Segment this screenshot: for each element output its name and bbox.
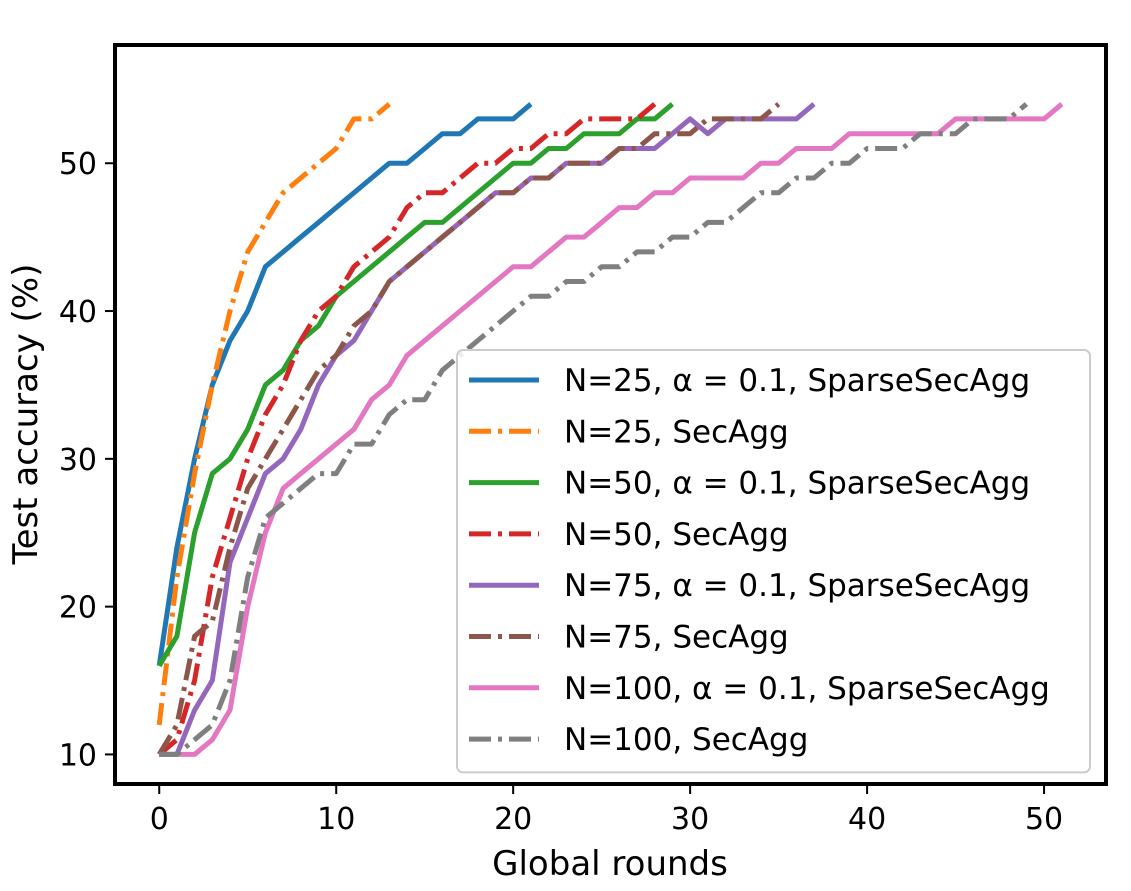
x-tick-label: 20 bbox=[494, 802, 532, 837]
x-tick-label: 0 bbox=[150, 802, 169, 837]
legend: N=25, α = 0.1, SparseSecAgg N=25, SecAgg N… bbox=[456, 349, 1091, 774]
x-tick-label: 40 bbox=[848, 802, 886, 837]
legend-entry-4: N=50, SecAgg bbox=[564, 517, 789, 553]
legend-entry-6: N=75, SecAgg bbox=[564, 620, 789, 656]
y-tick-label: 30 bbox=[59, 443, 97, 478]
x-axis-ticks: 0 10 20 30 40 50 bbox=[150, 784, 1063, 837]
x-axis-label: Global rounds bbox=[492, 844, 728, 884]
plot-frame bbox=[113, 43, 1108, 786]
legend-entry-3: N=50, α = 0.1, SparseSecAgg bbox=[564, 466, 1030, 502]
legend-entry-5: N=75, α = 0.1, SparseSecAgg bbox=[564, 568, 1030, 604]
legend-entry-7: N=100, α = 0.1, SparseSecAgg bbox=[564, 671, 1050, 707]
series-line-2 bbox=[156, 102, 391, 726]
x-tick-label: 30 bbox=[671, 802, 709, 837]
series-line-6 bbox=[157, 102, 781, 756]
y-axis-ticks: 10 20 30 40 50 bbox=[59, 147, 115, 773]
y-tick-label: 10 bbox=[59, 738, 97, 773]
y-axis-label: Test accuracy (%) bbox=[6, 264, 46, 566]
legend-box bbox=[456, 349, 1091, 774]
x-tick-label: 50 bbox=[1025, 802, 1063, 837]
x-tick-label: 10 bbox=[317, 802, 355, 837]
series-line-1 bbox=[156, 102, 533, 667]
series-line-8 bbox=[159, 102, 1029, 757]
legend-entry-8: N=100, SecAgg bbox=[564, 722, 808, 758]
series-line-4 bbox=[157, 102, 657, 757]
series-line-5 bbox=[159, 102, 816, 757]
y-tick-label: 50 bbox=[59, 147, 97, 182]
y-tick-label: 20 bbox=[59, 591, 97, 626]
legend-entry-1: N=25, α = 0.1, SparseSecAgg bbox=[564, 363, 1030, 399]
series-lines bbox=[156, 102, 1064, 757]
series-line-3 bbox=[157, 102, 675, 668]
legend-entry-2: N=25, SecAgg bbox=[564, 414, 789, 450]
y-tick-label: 40 bbox=[59, 295, 97, 330]
series-line-7 bbox=[159, 102, 1064, 757]
